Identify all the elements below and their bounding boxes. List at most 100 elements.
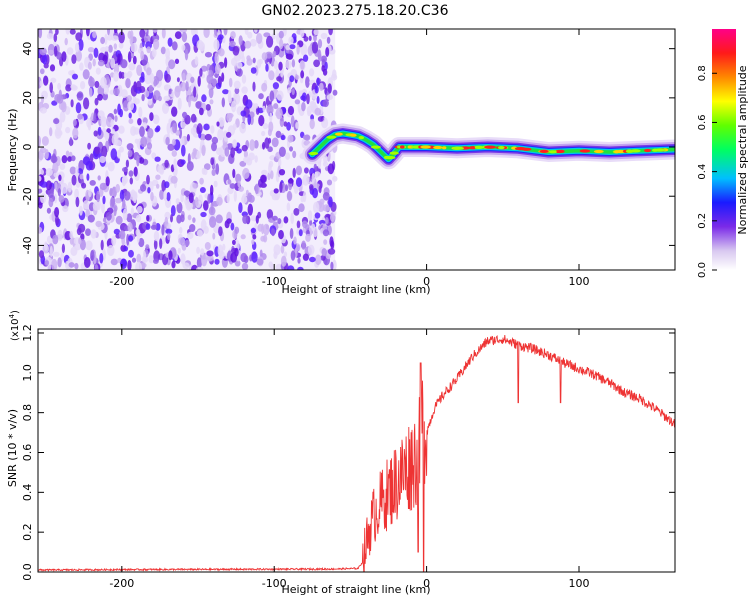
noise-speckle xyxy=(183,190,191,196)
noise-speckle xyxy=(69,137,73,147)
noise-speckle xyxy=(215,147,223,156)
noise-speckle xyxy=(192,217,196,223)
noise-speckle xyxy=(184,48,189,61)
noise-speckle xyxy=(300,70,305,79)
noise-speckle xyxy=(260,174,267,184)
noise-speckle xyxy=(266,104,274,115)
y-tick-label: 1.2 xyxy=(21,324,34,342)
noise-speckle xyxy=(53,193,58,204)
noise-speckle xyxy=(136,64,143,77)
noise-speckle xyxy=(133,127,140,135)
noise-speckle xyxy=(267,128,272,137)
noise-speckle xyxy=(167,232,171,241)
noise-speckle xyxy=(164,181,170,189)
noise-speckle xyxy=(100,239,104,251)
noise-speckle xyxy=(87,142,91,150)
noise-speckle xyxy=(293,236,297,245)
noise-speckle xyxy=(119,108,123,118)
noise-speckle xyxy=(38,250,45,259)
spectrogram-area xyxy=(38,29,675,270)
noise-speckle xyxy=(273,103,279,110)
noise-speckle xyxy=(188,95,192,108)
noise-speckle xyxy=(83,200,89,210)
noise-speckle xyxy=(99,252,104,264)
noise-speckle xyxy=(242,167,250,180)
noise-speckle xyxy=(41,136,49,146)
noise-speckle xyxy=(94,264,99,270)
noise-speckle xyxy=(110,119,115,128)
noise-speckle xyxy=(145,244,150,250)
noise-speckle xyxy=(232,168,236,179)
noise-speckle xyxy=(287,87,292,94)
noise-speckle xyxy=(123,72,128,79)
y-tick-label: 0 xyxy=(21,144,34,151)
noise-speckle xyxy=(282,107,287,114)
noise-speckle xyxy=(286,121,291,131)
noise-speckle xyxy=(75,102,82,114)
y-tick-label: 0.4 xyxy=(21,484,34,502)
noise-speckle xyxy=(120,71,125,79)
noise-speckle xyxy=(240,110,247,117)
noise-speckle xyxy=(233,80,241,90)
noise-speckle xyxy=(309,219,313,227)
noise-speckle xyxy=(139,126,145,138)
noise-speckle xyxy=(151,152,157,159)
noise-speckle xyxy=(123,246,128,252)
noise-speckle xyxy=(254,155,258,163)
noise-speckle xyxy=(120,59,128,69)
noise-speckle xyxy=(272,215,278,221)
noise-speckle xyxy=(121,89,128,99)
noise-speckle xyxy=(100,36,105,45)
noise-speckle xyxy=(290,115,295,128)
noise-speckle xyxy=(155,174,161,180)
noise-speckle xyxy=(138,157,145,164)
noise-speckle xyxy=(303,54,309,62)
noise-speckle xyxy=(287,178,294,184)
noise-speckle xyxy=(113,206,117,217)
noise-speckle xyxy=(114,197,122,204)
noise-speckle xyxy=(122,100,130,112)
noise-speckle xyxy=(130,85,138,97)
noise-speckle xyxy=(236,148,242,154)
noise-speckle xyxy=(268,70,275,81)
noise-speckle xyxy=(110,258,118,266)
noise-speckle xyxy=(130,42,138,53)
signal-hotspot xyxy=(308,151,319,156)
noise-speckle xyxy=(147,187,151,194)
noise-speckle xyxy=(68,70,74,76)
noise-speckle xyxy=(302,253,309,261)
noise-speckle xyxy=(301,240,306,250)
signal-hotspot xyxy=(383,155,390,160)
noise-speckle xyxy=(216,196,223,206)
noise-speckle xyxy=(74,42,80,53)
x-tick-label: -100 xyxy=(262,275,287,288)
noise-speckle xyxy=(230,147,236,158)
noise-speckle xyxy=(232,46,240,56)
noise-speckle xyxy=(65,126,71,134)
noise-speckle xyxy=(192,183,199,189)
noise-speckle xyxy=(97,175,101,181)
noise-speckle xyxy=(100,116,108,128)
noise-speckle xyxy=(96,190,101,203)
noise-speckle xyxy=(273,60,278,70)
noise-speckles xyxy=(38,29,338,270)
noise-speckle xyxy=(279,38,284,50)
noise-speckle xyxy=(171,106,178,117)
colorbar-tick-label: 0.4 xyxy=(697,164,708,180)
noise-speckle xyxy=(107,161,115,172)
spectrogram-xlabel: Height of straight line (km) xyxy=(281,283,430,296)
noise-speckle xyxy=(278,146,286,157)
noise-speckle xyxy=(258,93,264,100)
noise-speckle xyxy=(113,228,121,235)
noise-speckle xyxy=(223,29,228,36)
noise-speckle xyxy=(122,167,128,173)
noise-speckle xyxy=(122,208,128,221)
noise-speckle xyxy=(163,95,171,102)
noise-speckle xyxy=(200,219,207,231)
noise-speckle xyxy=(218,48,225,57)
noise-speckle xyxy=(203,123,210,131)
noise-speckle xyxy=(156,125,161,132)
noise-speckle xyxy=(175,198,180,205)
noise-speckle xyxy=(201,144,206,157)
noise-speckle xyxy=(257,107,265,114)
